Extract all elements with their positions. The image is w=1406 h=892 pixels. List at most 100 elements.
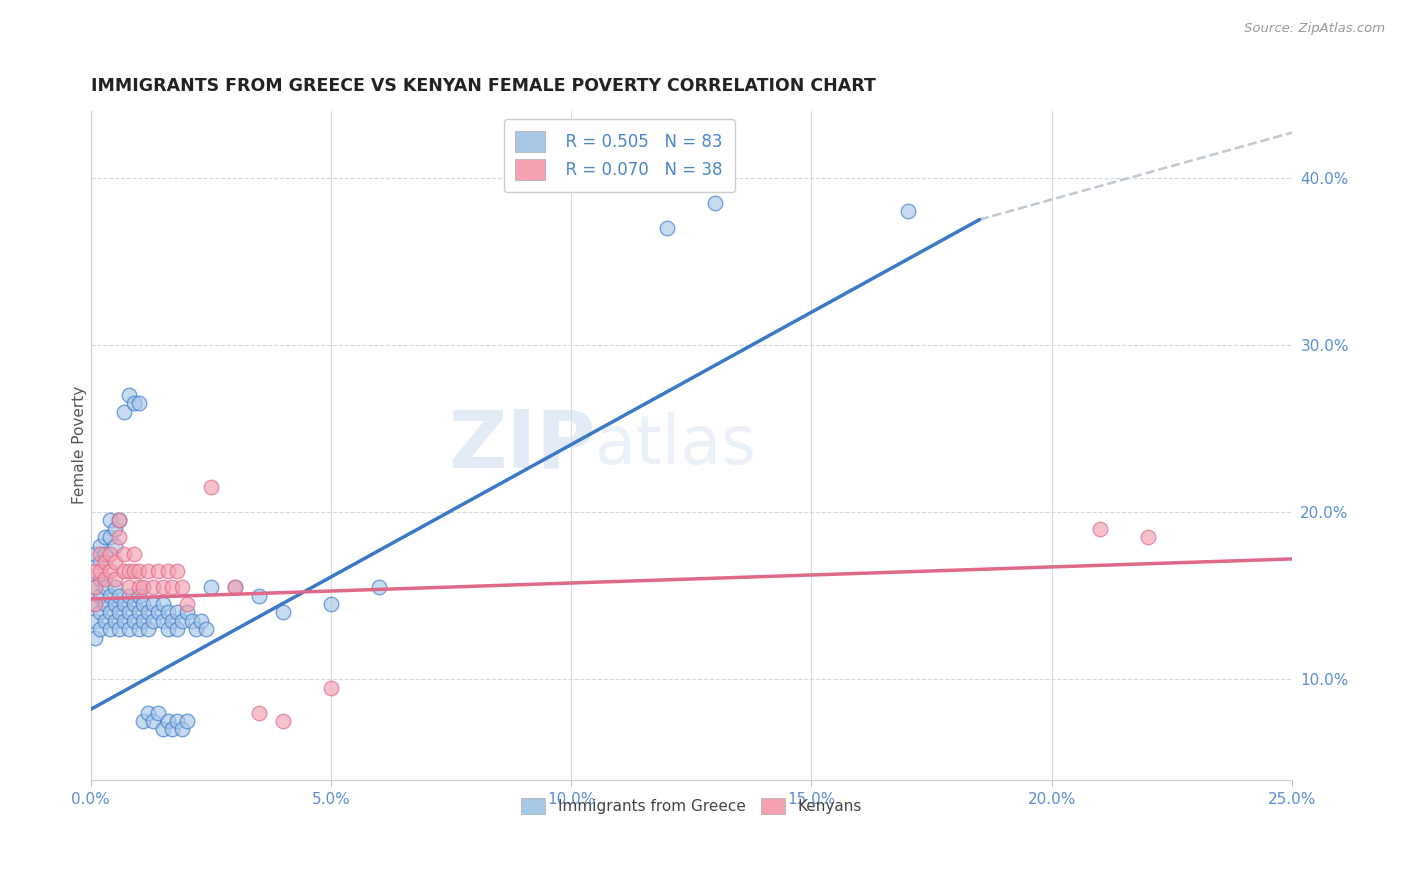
Point bbox=[112, 547, 135, 561]
Point bbox=[136, 564, 159, 578]
Point bbox=[146, 606, 169, 620]
Point bbox=[122, 614, 145, 628]
Point bbox=[112, 405, 135, 419]
Point bbox=[247, 589, 270, 603]
Point bbox=[118, 589, 141, 603]
Point bbox=[166, 714, 188, 728]
Point bbox=[104, 572, 127, 586]
Point bbox=[128, 622, 150, 636]
Point bbox=[84, 580, 107, 594]
Point bbox=[319, 597, 342, 611]
Point bbox=[122, 396, 145, 410]
Point bbox=[319, 681, 342, 695]
Point bbox=[104, 580, 127, 594]
Point bbox=[224, 580, 246, 594]
Point bbox=[156, 606, 179, 620]
Point bbox=[94, 597, 117, 611]
Point bbox=[98, 547, 121, 561]
Point bbox=[657, 221, 679, 235]
Point bbox=[98, 589, 121, 603]
Point bbox=[118, 564, 141, 578]
Point bbox=[108, 513, 131, 527]
Text: Source: ZipAtlas.com: Source: ZipAtlas.com bbox=[1244, 22, 1385, 36]
Point bbox=[104, 522, 127, 536]
Point bbox=[108, 530, 131, 544]
Point bbox=[94, 547, 117, 561]
Point bbox=[108, 606, 131, 620]
Point bbox=[89, 589, 111, 603]
Point bbox=[122, 597, 145, 611]
Point bbox=[152, 723, 174, 737]
Point bbox=[162, 614, 184, 628]
Point bbox=[194, 622, 217, 636]
Point bbox=[152, 597, 174, 611]
Point bbox=[166, 622, 188, 636]
Point bbox=[84, 614, 107, 628]
Point bbox=[271, 714, 294, 728]
Point bbox=[98, 622, 121, 636]
Point bbox=[146, 706, 169, 720]
Point bbox=[132, 597, 155, 611]
Text: ZIP: ZIP bbox=[449, 406, 595, 484]
Point bbox=[94, 530, 117, 544]
Point bbox=[200, 580, 222, 594]
Point bbox=[128, 589, 150, 603]
Point bbox=[162, 580, 184, 594]
Point bbox=[170, 723, 193, 737]
Point bbox=[94, 572, 117, 586]
Point bbox=[98, 564, 121, 578]
Point bbox=[84, 631, 107, 645]
Point bbox=[156, 622, 179, 636]
Point bbox=[98, 606, 121, 620]
Point bbox=[94, 555, 117, 569]
Point bbox=[180, 614, 202, 628]
Point bbox=[704, 195, 727, 210]
Point bbox=[104, 539, 127, 553]
Point bbox=[104, 555, 127, 569]
Point bbox=[122, 564, 145, 578]
Point bbox=[170, 614, 193, 628]
Point bbox=[104, 597, 127, 611]
Point bbox=[1136, 530, 1159, 544]
Point bbox=[186, 622, 208, 636]
Point bbox=[128, 396, 150, 410]
Point bbox=[112, 614, 135, 628]
Point bbox=[118, 622, 141, 636]
Point bbox=[108, 589, 131, 603]
Point bbox=[142, 714, 165, 728]
Point bbox=[132, 580, 155, 594]
Point bbox=[132, 614, 155, 628]
Point bbox=[98, 513, 121, 527]
Point bbox=[142, 597, 165, 611]
Point bbox=[200, 480, 222, 494]
Point bbox=[108, 622, 131, 636]
Point bbox=[89, 539, 111, 553]
Point bbox=[152, 580, 174, 594]
Point bbox=[142, 614, 165, 628]
Point bbox=[152, 614, 174, 628]
Point bbox=[136, 622, 159, 636]
Point bbox=[89, 606, 111, 620]
Point bbox=[84, 564, 107, 578]
Point bbox=[108, 513, 131, 527]
Point bbox=[247, 706, 270, 720]
Point bbox=[136, 706, 159, 720]
Point bbox=[190, 614, 212, 628]
Point bbox=[118, 606, 141, 620]
Point bbox=[112, 564, 135, 578]
Point bbox=[156, 564, 179, 578]
Point bbox=[166, 606, 188, 620]
Point bbox=[112, 597, 135, 611]
Point bbox=[84, 597, 107, 611]
Point bbox=[128, 606, 150, 620]
Point bbox=[84, 547, 107, 561]
Point bbox=[170, 580, 193, 594]
Point bbox=[94, 580, 117, 594]
Point bbox=[89, 622, 111, 636]
Point bbox=[94, 614, 117, 628]
Point bbox=[122, 547, 145, 561]
Text: atlas: atlas bbox=[595, 412, 756, 478]
Point bbox=[98, 530, 121, 544]
Point bbox=[89, 547, 111, 561]
Point bbox=[176, 714, 198, 728]
